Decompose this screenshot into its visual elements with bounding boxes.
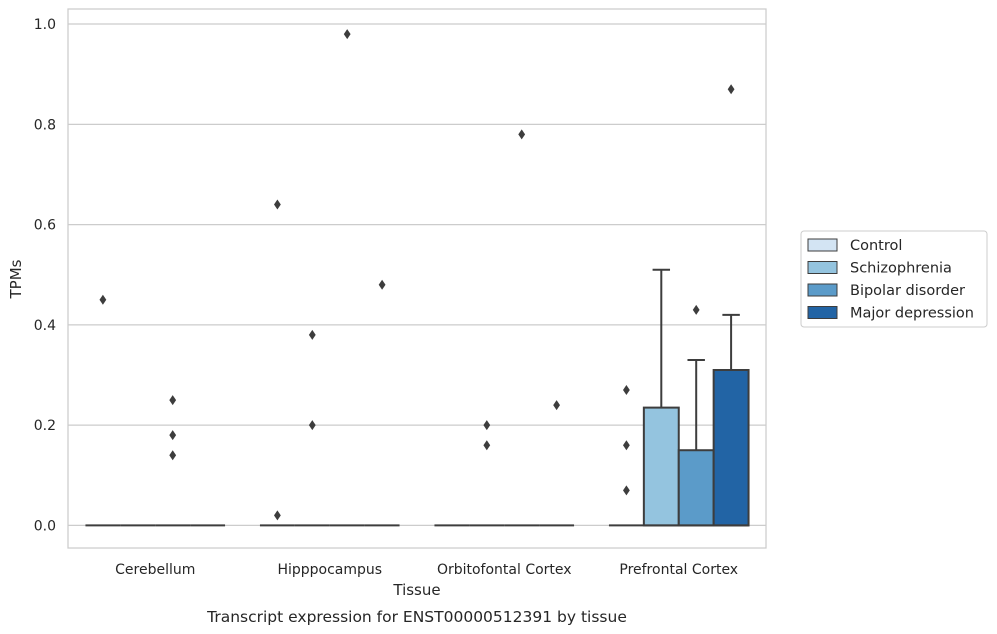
box-schizophrenia	[469, 420, 505, 527]
outlier-point	[692, 304, 700, 315]
legend-frame	[800, 230, 988, 328]
outlier-point	[99, 294, 107, 305]
outlier-point	[623, 440, 630, 451]
y-tick-label: 0.2	[34, 418, 56, 434]
outlier-point	[169, 395, 177, 406]
box-major-depression	[364, 279, 400, 527]
legend-swatch	[807, 283, 838, 297]
legend-swatch	[807, 238, 838, 252]
outlier-point	[169, 450, 177, 461]
outlier-point	[483, 440, 491, 451]
y-tick-labels: 0.0 0.2 0.4 0.6 0.8 1.0	[34, 17, 56, 534]
box-control	[85, 294, 121, 527]
x-tick-label: Hipppocampus	[277, 562, 382, 578]
plot-frame	[67, 8, 767, 549]
box-marks	[85, 29, 750, 527]
legend-swatch	[807, 261, 838, 274]
box-body	[712, 369, 750, 527]
legend-label: Major depression	[850, 306, 974, 322]
x-tick-label: Orbitofontal Cortex	[437, 562, 572, 578]
outlier-point	[169, 430, 177, 441]
legend-label: Bipolar disorder	[850, 283, 965, 299]
outlier-point	[274, 510, 281, 521]
outlier-point	[518, 129, 526, 140]
box-bipolar-disorder	[504, 129, 540, 527]
x-axis-label: Tissue	[392, 581, 440, 599]
x-tick-label: Cerebellum	[115, 562, 195, 578]
legend-label: Control	[850, 238, 902, 254]
outlier-point	[553, 400, 560, 411]
y-axis-label: TPMs	[7, 259, 25, 299]
box-body	[677, 449, 715, 527]
box-control	[608, 385, 644, 527]
outlier-point	[274, 199, 281, 210]
outlier-point	[483, 420, 491, 431]
box-major-depression	[539, 400, 575, 527]
legend-items: Control Schizophrenia Bipolar disorder Majo…	[807, 238, 974, 322]
box-schizophrenia	[642, 268, 680, 527]
chart-caption: Transcript expression for ENST0000051239…	[206, 608, 627, 626]
outlier-point	[623, 485, 630, 496]
y-tick-label: 0.6	[34, 218, 56, 234]
legend-swatch	[807, 306, 838, 319]
outlier-point	[343, 29, 351, 40]
y-tick-label: 1.0	[34, 17, 56, 33]
y-tick-label: 0.8	[34, 117, 56, 133]
outlier-point	[308, 420, 316, 431]
y-tick-label: 0.0	[34, 518, 56, 534]
legend: Control Schizophrenia Bipolar disorder Majo…	[800, 230, 988, 328]
box-bipolar-disorder	[677, 304, 715, 527]
x-tick-label: Prefrontal Cortex	[619, 562, 738, 578]
outlier-point	[378, 279, 386, 290]
legend-label: Schizophrenia	[850, 261, 952, 277]
box-schizophrenia	[294, 329, 330, 527]
y-tick-label: 0.4	[34, 318, 56, 334]
x-tick-labels: Cerebellum Hipppocampus Orbitofontal Corte…	[115, 562, 738, 578]
outlier-point	[727, 84, 735, 95]
box-major-depression	[712, 84, 750, 527]
box-body	[642, 406, 680, 527]
box-bipolar-disorder	[155, 395, 191, 527]
outlier-point	[623, 385, 630, 396]
outlier-point	[308, 329, 316, 340]
box-bipolar-disorder	[329, 29, 365, 527]
box-control	[259, 199, 295, 527]
